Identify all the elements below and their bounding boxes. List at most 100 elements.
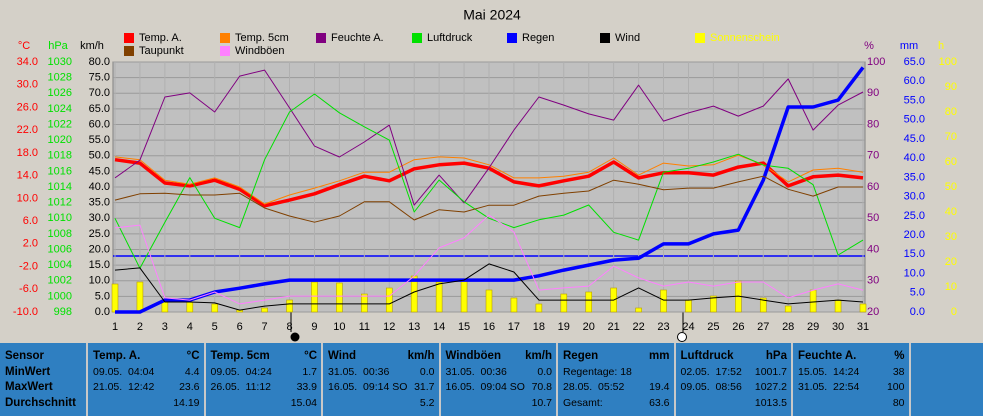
table-column: Temp. A. °C 09.05. 04:04 4.4 21.05. 12:42 23.… <box>86 343 204 416</box>
sunshine-bar <box>660 289 667 313</box>
y-tick-label: 2.0 <box>23 238 38 250</box>
cell-left: 21.05. 12:42 <box>93 381 155 393</box>
cell-value: 100 <box>886 381 905 393</box>
y-tick-label: 60.0 <box>89 118 110 130</box>
x-tick-label: 25 <box>707 321 719 333</box>
sunshine-bar <box>510 297 518 313</box>
x-tick-label: 5 <box>212 321 218 333</box>
axis-title: °C <box>18 40 30 52</box>
y-tick-label: 50.0 <box>89 150 110 162</box>
y-tick-label: 1002 <box>48 275 72 287</box>
y-tick-label: 0.0 <box>95 306 110 318</box>
legend-label: Taupunkt <box>139 45 184 57</box>
y-tick-label: 45.0 <box>904 133 925 145</box>
legend-label: Windböen <box>235 45 285 57</box>
table-row: 28.05. 05:52 19.4 <box>563 380 670 395</box>
y-tick-label: -2.0 <box>19 260 38 272</box>
y-tick-label: 1020 <box>48 134 72 146</box>
y-tick-label: 20.0 <box>904 229 925 241</box>
column-unit: mm <box>649 350 670 362</box>
y-tick-label: 25.0 <box>904 210 925 222</box>
cell-value: 0.0 <box>537 365 552 378</box>
legend-swatch <box>124 33 134 43</box>
axis-title: % <box>864 40 874 52</box>
cell-left: 15.05. 14:24 <box>798 365 860 378</box>
table-row: 09.05. 04:24 1.7 <box>211 365 318 380</box>
y-tick-label: 40 <box>945 206 957 218</box>
cell-left: Regentage: 18 <box>563 365 632 378</box>
x-tick-label: 21 <box>608 321 620 333</box>
column-name: Windböen <box>445 350 501 362</box>
column-unit: km/h <box>407 350 435 362</box>
cell-value: 63.6 <box>649 396 670 409</box>
table-column: Wind km/h 31.05. 00:36 0.0 16.05. 09:14 SO 31… <box>321 343 439 416</box>
y-tick-label: 50 <box>945 181 957 193</box>
cell-left: 28.05. 05:52 <box>563 381 625 393</box>
y-tick-label: 100 <box>867 56 885 68</box>
y-tick-label: -10.0 <box>13 306 38 318</box>
table-row: 02.05. 17:52 1001.7 <box>681 365 788 380</box>
legend-label: Sonnenschein <box>710 32 780 44</box>
x-tick-label: 13 <box>408 321 420 333</box>
cell-value: 23.6 <box>179 381 200 393</box>
sunshine-bar <box>859 303 867 313</box>
y-tick-label: 70 <box>867 150 879 162</box>
y-tick-label: 1024 <box>48 103 72 115</box>
cell-value: 70.8 <box>531 381 552 393</box>
x-tick-label: 10 <box>333 321 345 333</box>
table-row: 26.05. 11:12 33.9 <box>211 380 318 395</box>
y-tick-label: 10.0 <box>89 275 110 287</box>
y-tick-label: 90 <box>867 87 879 99</box>
cell-left: 02.05. 17:52 <box>680 365 742 378</box>
x-tick-label: 15 <box>458 321 470 333</box>
column-name: Luftdruck <box>680 350 734 362</box>
y-tick-label: 1008 <box>48 228 72 240</box>
legend-label: Luftdruck <box>427 32 473 44</box>
cell-value: 33.9 <box>296 381 317 393</box>
column-unit: °C <box>186 350 200 362</box>
sunshine-bar <box>336 282 343 313</box>
x-tick-label: 23 <box>657 321 669 333</box>
y-tick-label: 65.0 <box>89 103 110 115</box>
table-column: Regen mm Regentage: 18 28.05. 05:52 19.4 Gesa… <box>556 343 674 416</box>
axis-title: km/h <box>80 40 104 52</box>
y-tick-label: 30.0 <box>89 212 110 224</box>
row-label: Durchschnitt <box>5 396 76 409</box>
row-label: MaxWert <box>5 381 53 393</box>
column-unit: km/h <box>525 350 552 362</box>
y-tick-label: 1030 <box>48 56 72 68</box>
y-tick-label: 35.0 <box>904 171 925 183</box>
y-tick-label: 30.0 <box>17 79 38 91</box>
legend-label: Feuchte A. <box>331 32 384 44</box>
column-header: Temp. 5cm °C <box>211 349 318 364</box>
column-unit: °C <box>304 350 317 362</box>
series-line <box>114 214 864 305</box>
moon-new <box>677 332 687 342</box>
series-line <box>114 69 864 206</box>
column-header: Feuchte A.% <box>798 349 905 364</box>
table-row: Gesamt: 63.6 <box>563 396 670 411</box>
table-row: 80 <box>798 396 905 411</box>
legend-label: Wind <box>615 32 640 44</box>
y-tick-label: 65.0 <box>904 56 925 68</box>
cell-value: 1001.7 <box>754 365 787 378</box>
x-tick-label: 3 <box>162 321 168 333</box>
y-tick-label: 80 <box>867 118 879 130</box>
legend-swatch <box>124 46 134 56</box>
cell-value: 31.7 <box>414 381 435 393</box>
sunshine-bar <box>186 301 194 313</box>
y-tick-label: 1016 <box>48 165 72 177</box>
y-tick-label: 0 <box>951 306 957 318</box>
x-tick-label: 18 <box>533 321 545 333</box>
x-tick-label: 4 <box>187 321 193 333</box>
table-column: Windböen km/h 31.05. 00:36 0.0 16.05. 09:04 … <box>438 343 557 416</box>
x-tick-label: 1 <box>112 321 118 333</box>
x-tick-label: 30 <box>832 321 844 333</box>
y-tick-label: 1004 <box>48 259 72 271</box>
cell-value: 19.4 <box>649 381 670 393</box>
y-tick-label: 60 <box>867 181 879 193</box>
y-tick-label: 1026 <box>48 87 72 99</box>
sunshine-bar <box>685 299 692 313</box>
sunshine-bar <box>111 283 119 313</box>
cell-left: 31.05. 22:54 <box>798 381 860 393</box>
